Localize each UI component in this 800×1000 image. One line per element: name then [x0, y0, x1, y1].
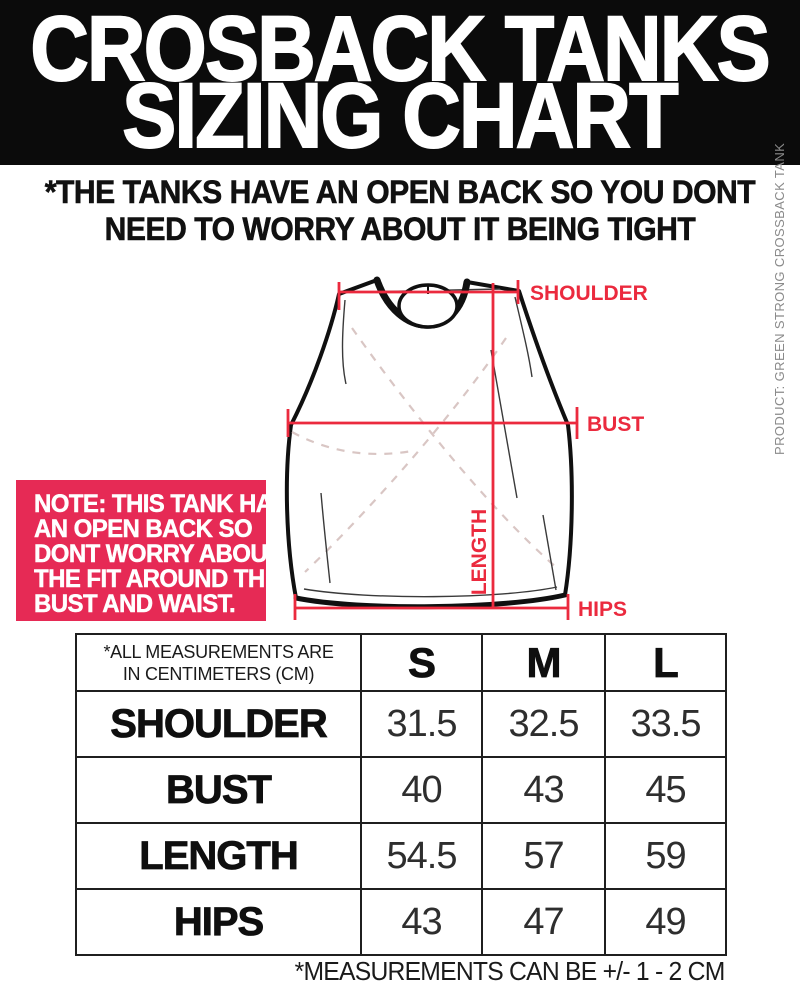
- page-title-line2: SIZING CHART: [122, 64, 680, 167]
- units-note-line1: *ALL MEASUREMENTS ARE: [103, 641, 334, 662]
- bust-l-value: 45: [604, 756, 727, 824]
- crossback-dashed-lines: [291, 327, 558, 573]
- subtitle: *THE TANKS HAVE AN OPEN BACK SO YOU DONT…: [24, 174, 776, 248]
- hips-l-value: 49: [604, 888, 727, 956]
- bust-measure-line: [286, 407, 579, 439]
- tank-outline: [284, 276, 574, 610]
- table-row: HIPS 43 47 49: [75, 888, 727, 956]
- note-line: DONT WORRY ABOUT: [34, 540, 282, 568]
- hips-measure-line: [293, 594, 570, 620]
- note-line: NOTE: THIS TANK HAS: [34, 490, 289, 518]
- hips-m-value: 47: [481, 888, 606, 956]
- tolerance-footnote: *MEASUREMENTS CAN BE +/- 1 - 2 CM: [295, 956, 726, 986]
- shoulder-s-value: 31.5: [360, 690, 483, 758]
- row-label-bust: BUST: [75, 756, 362, 824]
- bust-label: BUST: [587, 413, 644, 436]
- table-row: SHOULDER 31.5 32.5 33.5: [75, 690, 727, 758]
- row-label-hips: HIPS: [75, 888, 362, 956]
- row-label-length: LENGTH: [75, 822, 362, 890]
- table-header-row: *ALL MEASUREMENTS ARE IN CENTIMETERS (CM…: [75, 633, 727, 692]
- table-row: LENGTH 54.5 57 59: [75, 822, 727, 890]
- table-row: BUST 40 43 45: [75, 756, 727, 824]
- note-line: THE FIT AROUND THE: [34, 565, 281, 593]
- note-line: AN OPEN BACK SO: [34, 515, 253, 543]
- page-title: CROSBACK TANKS SIZING CHART: [30, 0, 772, 167]
- note-box: NOTE: THIS TANK HAS AN OPEN BACK SO DONT…: [16, 480, 289, 621]
- col-header-m: M: [481, 633, 606, 692]
- hem-line: [293, 592, 568, 610]
- bust-s-value: 40: [360, 756, 483, 824]
- shoulder-m-value: 32.5: [481, 690, 606, 758]
- subtitle-line1: *THE TANKS HAVE AN OPEN BACK SO YOU DONT: [44, 174, 756, 211]
- subtitle-line2: NEED TO WORRY ABOUT IT BEING TIGHT: [104, 211, 696, 248]
- units-note-cell: *ALL MEASUREMENTS ARE IN CENTIMETERS (CM…: [75, 633, 362, 692]
- length-l-value: 59: [604, 822, 727, 890]
- tank-diagram: SHOULDER BUST LENGTH HIPS: [284, 276, 648, 621]
- page-title-line1: CROSBACK TANKS: [30, 0, 772, 100]
- hips-s-value: 43: [360, 888, 483, 956]
- shoulder-l-value: 33.5: [604, 690, 727, 758]
- bust-m-value: 43: [481, 756, 606, 824]
- hips-label: HIPS: [578, 598, 627, 621]
- shoulder-label: SHOULDER: [530, 282, 648, 305]
- shoulder-measure-line: [337, 280, 520, 310]
- title-banner: CROSBACK TANKS SIZING CHART: [0, 0, 800, 165]
- measurement-lines: [286, 280, 579, 620]
- note-line: BUST AND WAIST.: [34, 590, 236, 618]
- col-header-s: S: [360, 633, 483, 692]
- col-header-l: L: [604, 633, 727, 692]
- units-note-line2: IN CENTIMETERS (CM): [122, 663, 315, 684]
- length-s-value: 54.5: [360, 822, 483, 890]
- length-label: LENGTH: [468, 509, 491, 595]
- row-label-shoulder: SHOULDER: [75, 690, 362, 758]
- sizing-table: *ALL MEASUREMENTS ARE IN CENTIMETERS (CM…: [75, 633, 727, 956]
- length-m-value: 57: [481, 822, 606, 890]
